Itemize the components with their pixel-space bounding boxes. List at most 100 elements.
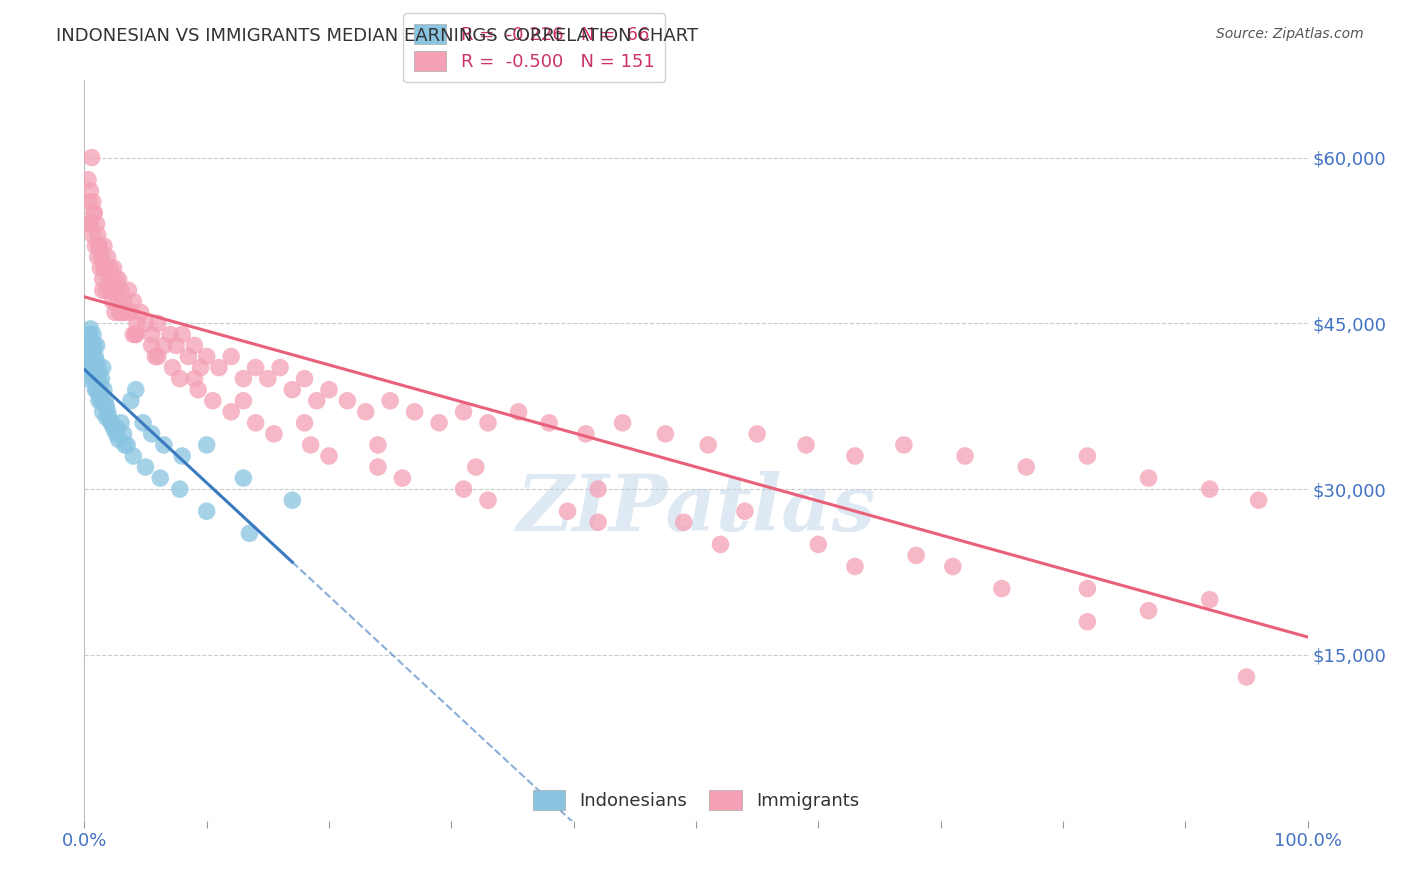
Point [80,350,103,364]
Point [146,317,169,331]
Point [1198,592,1220,607]
Point [100,283,122,297]
Point [557,504,579,518]
Point [105,294,128,309]
Point [84,350,107,364]
Point [238,526,260,541]
Point [77,194,100,209]
Point [87,366,110,380]
Point [93,383,115,397]
Point [87,250,110,264]
Point [83,371,105,385]
Point [318,449,340,463]
Point [257,371,280,385]
Point [586,482,609,496]
Point [427,416,450,430]
Point [77,172,100,186]
Point [305,393,328,408]
Point [149,471,172,485]
Point [110,305,132,319]
Point [453,482,475,496]
Point [129,305,152,319]
Point [86,338,108,352]
Point [477,416,499,430]
Point [82,344,104,359]
Point [104,305,127,319]
Point [141,426,163,441]
Point [187,383,209,397]
Point [91,283,114,297]
Point [122,294,145,309]
Point [1076,582,1098,596]
Point [80,360,103,375]
Point [112,426,135,441]
Point [79,350,101,364]
Point [169,482,191,496]
Point [391,471,413,485]
Point [98,261,121,276]
Point [1015,460,1038,475]
Point [107,433,129,447]
Point [120,305,142,319]
Point [82,360,104,375]
Point [172,327,194,342]
Point [162,360,184,375]
Point [508,405,530,419]
Point [80,151,103,165]
Point [108,305,131,319]
Point [380,393,402,408]
Point [538,416,561,430]
Point [141,327,163,342]
Point [1236,670,1258,684]
Point [190,360,212,375]
Point [132,416,155,430]
Point [219,350,242,364]
Point [111,305,134,319]
Point [1247,493,1270,508]
Point [654,426,676,441]
Point [263,426,285,441]
Point [269,360,291,375]
Point [89,377,111,392]
Point [893,438,915,452]
Point [110,283,132,297]
Text: Source: ZipAtlas.com: Source: ZipAtlas.com [1216,27,1364,41]
Point [83,206,105,220]
Point [1076,615,1098,629]
Point [354,405,377,419]
Point [232,371,254,385]
Point [80,355,103,369]
Point [77,327,100,342]
Point [404,405,426,419]
Point [245,360,267,375]
Point [953,449,976,463]
Point [125,327,148,342]
Point [77,344,100,359]
Point [101,283,124,297]
Point [281,493,304,508]
Point [709,537,731,551]
Point [294,416,316,430]
Point [90,371,112,385]
Point [942,559,965,574]
Point [86,217,108,231]
Point [219,405,242,419]
Point [586,516,609,530]
Point [844,449,866,463]
Point [97,405,120,419]
Point [97,250,120,264]
Point [94,261,117,276]
Point [87,377,110,392]
Point [115,305,138,319]
Point [135,317,157,331]
Point [1137,604,1160,618]
Point [299,438,322,452]
Point [91,360,114,375]
Text: ZIPatlas: ZIPatlas [516,472,876,548]
Point [208,360,231,375]
Point [318,383,340,397]
Point [93,239,115,253]
Point [91,272,114,286]
Point [105,272,128,286]
Point [97,410,120,425]
